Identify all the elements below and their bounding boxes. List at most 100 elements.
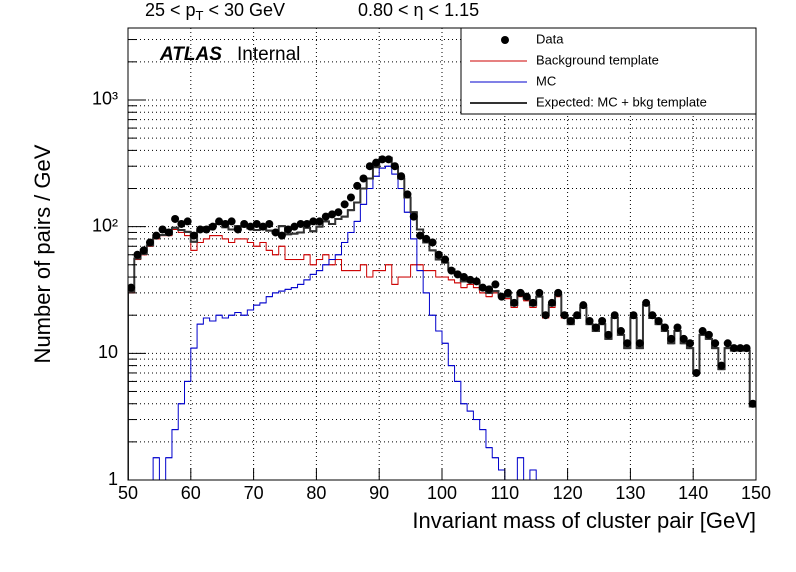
- data-point: [277, 231, 286, 240]
- atlas-label: ATLAS: [159, 44, 222, 65]
- data-point: [290, 222, 299, 231]
- data-point: [610, 311, 619, 320]
- data-point: [667, 334, 676, 343]
- y-tick-label: 10³: [92, 89, 118, 109]
- pt-prefix: 25 < p: [145, 0, 196, 20]
- legend-label: Background template: [536, 52, 659, 67]
- data-point: [359, 174, 368, 183]
- x-tick-label: 120: [553, 483, 583, 503]
- data-point: [246, 222, 255, 231]
- data-point: [459, 273, 468, 282]
- status-label: Internal: [237, 44, 300, 65]
- data-point: [346, 193, 355, 202]
- y-axis-title: Number of pairs / GeV: [30, 144, 55, 363]
- data-point: [730, 344, 739, 353]
- data-point: [497, 292, 506, 301]
- data-point: [139, 246, 148, 255]
- kinematics-eta: 0.80 < η < 1.15: [358, 0, 479, 20]
- data-point: [635, 339, 644, 348]
- x-tick-label: 90: [369, 483, 389, 503]
- data-point: [503, 288, 512, 297]
- data-point: [334, 208, 343, 217]
- data-point: [623, 339, 632, 348]
- data-point: [133, 250, 142, 259]
- data-point: [403, 190, 412, 199]
- data-point: [208, 222, 217, 231]
- y-tick-label: 10: [98, 342, 118, 362]
- data-point: [128, 283, 136, 292]
- data-point: [585, 316, 594, 325]
- data-point: [434, 250, 443, 259]
- data-point: [271, 228, 280, 237]
- x-axis-title: Invariant mass of cluster pair [GeV]: [412, 508, 756, 533]
- data-point: [409, 212, 418, 221]
- x-tick-label: 50: [118, 483, 138, 503]
- x-tick-label: 130: [615, 483, 645, 503]
- legend-label: MC: [536, 73, 556, 88]
- data-point: [390, 162, 399, 171]
- legend-marker: [501, 36, 509, 44]
- data-point: [422, 234, 431, 243]
- data-point: [573, 311, 582, 320]
- data-point: [315, 217, 324, 226]
- data-point: [152, 231, 161, 240]
- legend-box: [460, 27, 757, 115]
- legend-label: Expected: MC + bkg template: [536, 94, 707, 109]
- data-point: [340, 200, 349, 209]
- x-tick-label: 80: [306, 483, 326, 503]
- data-point: [591, 323, 600, 332]
- data-point: [416, 231, 425, 240]
- data-point: [384, 155, 393, 164]
- data-point: [296, 219, 305, 228]
- data-point: [566, 316, 575, 325]
- data-point: [353, 181, 362, 190]
- data-point: [491, 280, 500, 289]
- data-point: [447, 266, 456, 275]
- x-tick-label: 70: [244, 483, 264, 503]
- data-point: [673, 323, 682, 332]
- data-point: [516, 288, 525, 297]
- y-tick-label: 10²: [92, 215, 118, 235]
- data-point: [541, 311, 550, 320]
- data-point: [177, 219, 186, 228]
- data-point: [648, 311, 657, 320]
- data-point: [171, 214, 180, 223]
- x-tick-label: 150: [741, 483, 771, 503]
- data-point: [748, 399, 756, 408]
- data-point: [265, 219, 274, 228]
- data-point: [252, 219, 261, 228]
- data-point: [189, 231, 198, 240]
- pt-sub: T: [196, 8, 204, 23]
- data-point: [328, 210, 337, 219]
- data-point: [717, 361, 726, 370]
- x-tick-label: 100: [427, 483, 457, 503]
- x-tick-label: 60: [181, 483, 201, 503]
- data-point: [686, 339, 695, 348]
- data-point: [284, 225, 293, 234]
- x-tick-label: 140: [678, 483, 708, 503]
- data-point: [472, 277, 481, 286]
- data-point: [309, 217, 318, 226]
- data-point: [529, 298, 538, 307]
- data-point: [485, 285, 494, 294]
- data-point: [535, 288, 544, 297]
- data-point: [629, 311, 638, 320]
- data-point: [453, 270, 462, 279]
- data-point: [321, 212, 330, 221]
- data-point: [604, 330, 613, 339]
- data-point: [654, 316, 663, 325]
- data-point: [698, 327, 707, 336]
- data-point: [554, 288, 563, 297]
- data-point: [164, 228, 173, 237]
- data-point: [704, 330, 713, 339]
- data-point: [579, 301, 588, 310]
- data-point: [183, 217, 192, 226]
- data-point: [742, 344, 751, 353]
- data-point: [227, 217, 236, 226]
- legend-label: Data: [536, 31, 564, 46]
- data-point: [145, 238, 154, 247]
- data-point: [365, 162, 374, 171]
- y-tick-label: 1: [108, 469, 118, 489]
- data-point: [240, 219, 249, 228]
- data-point: [196, 225, 205, 234]
